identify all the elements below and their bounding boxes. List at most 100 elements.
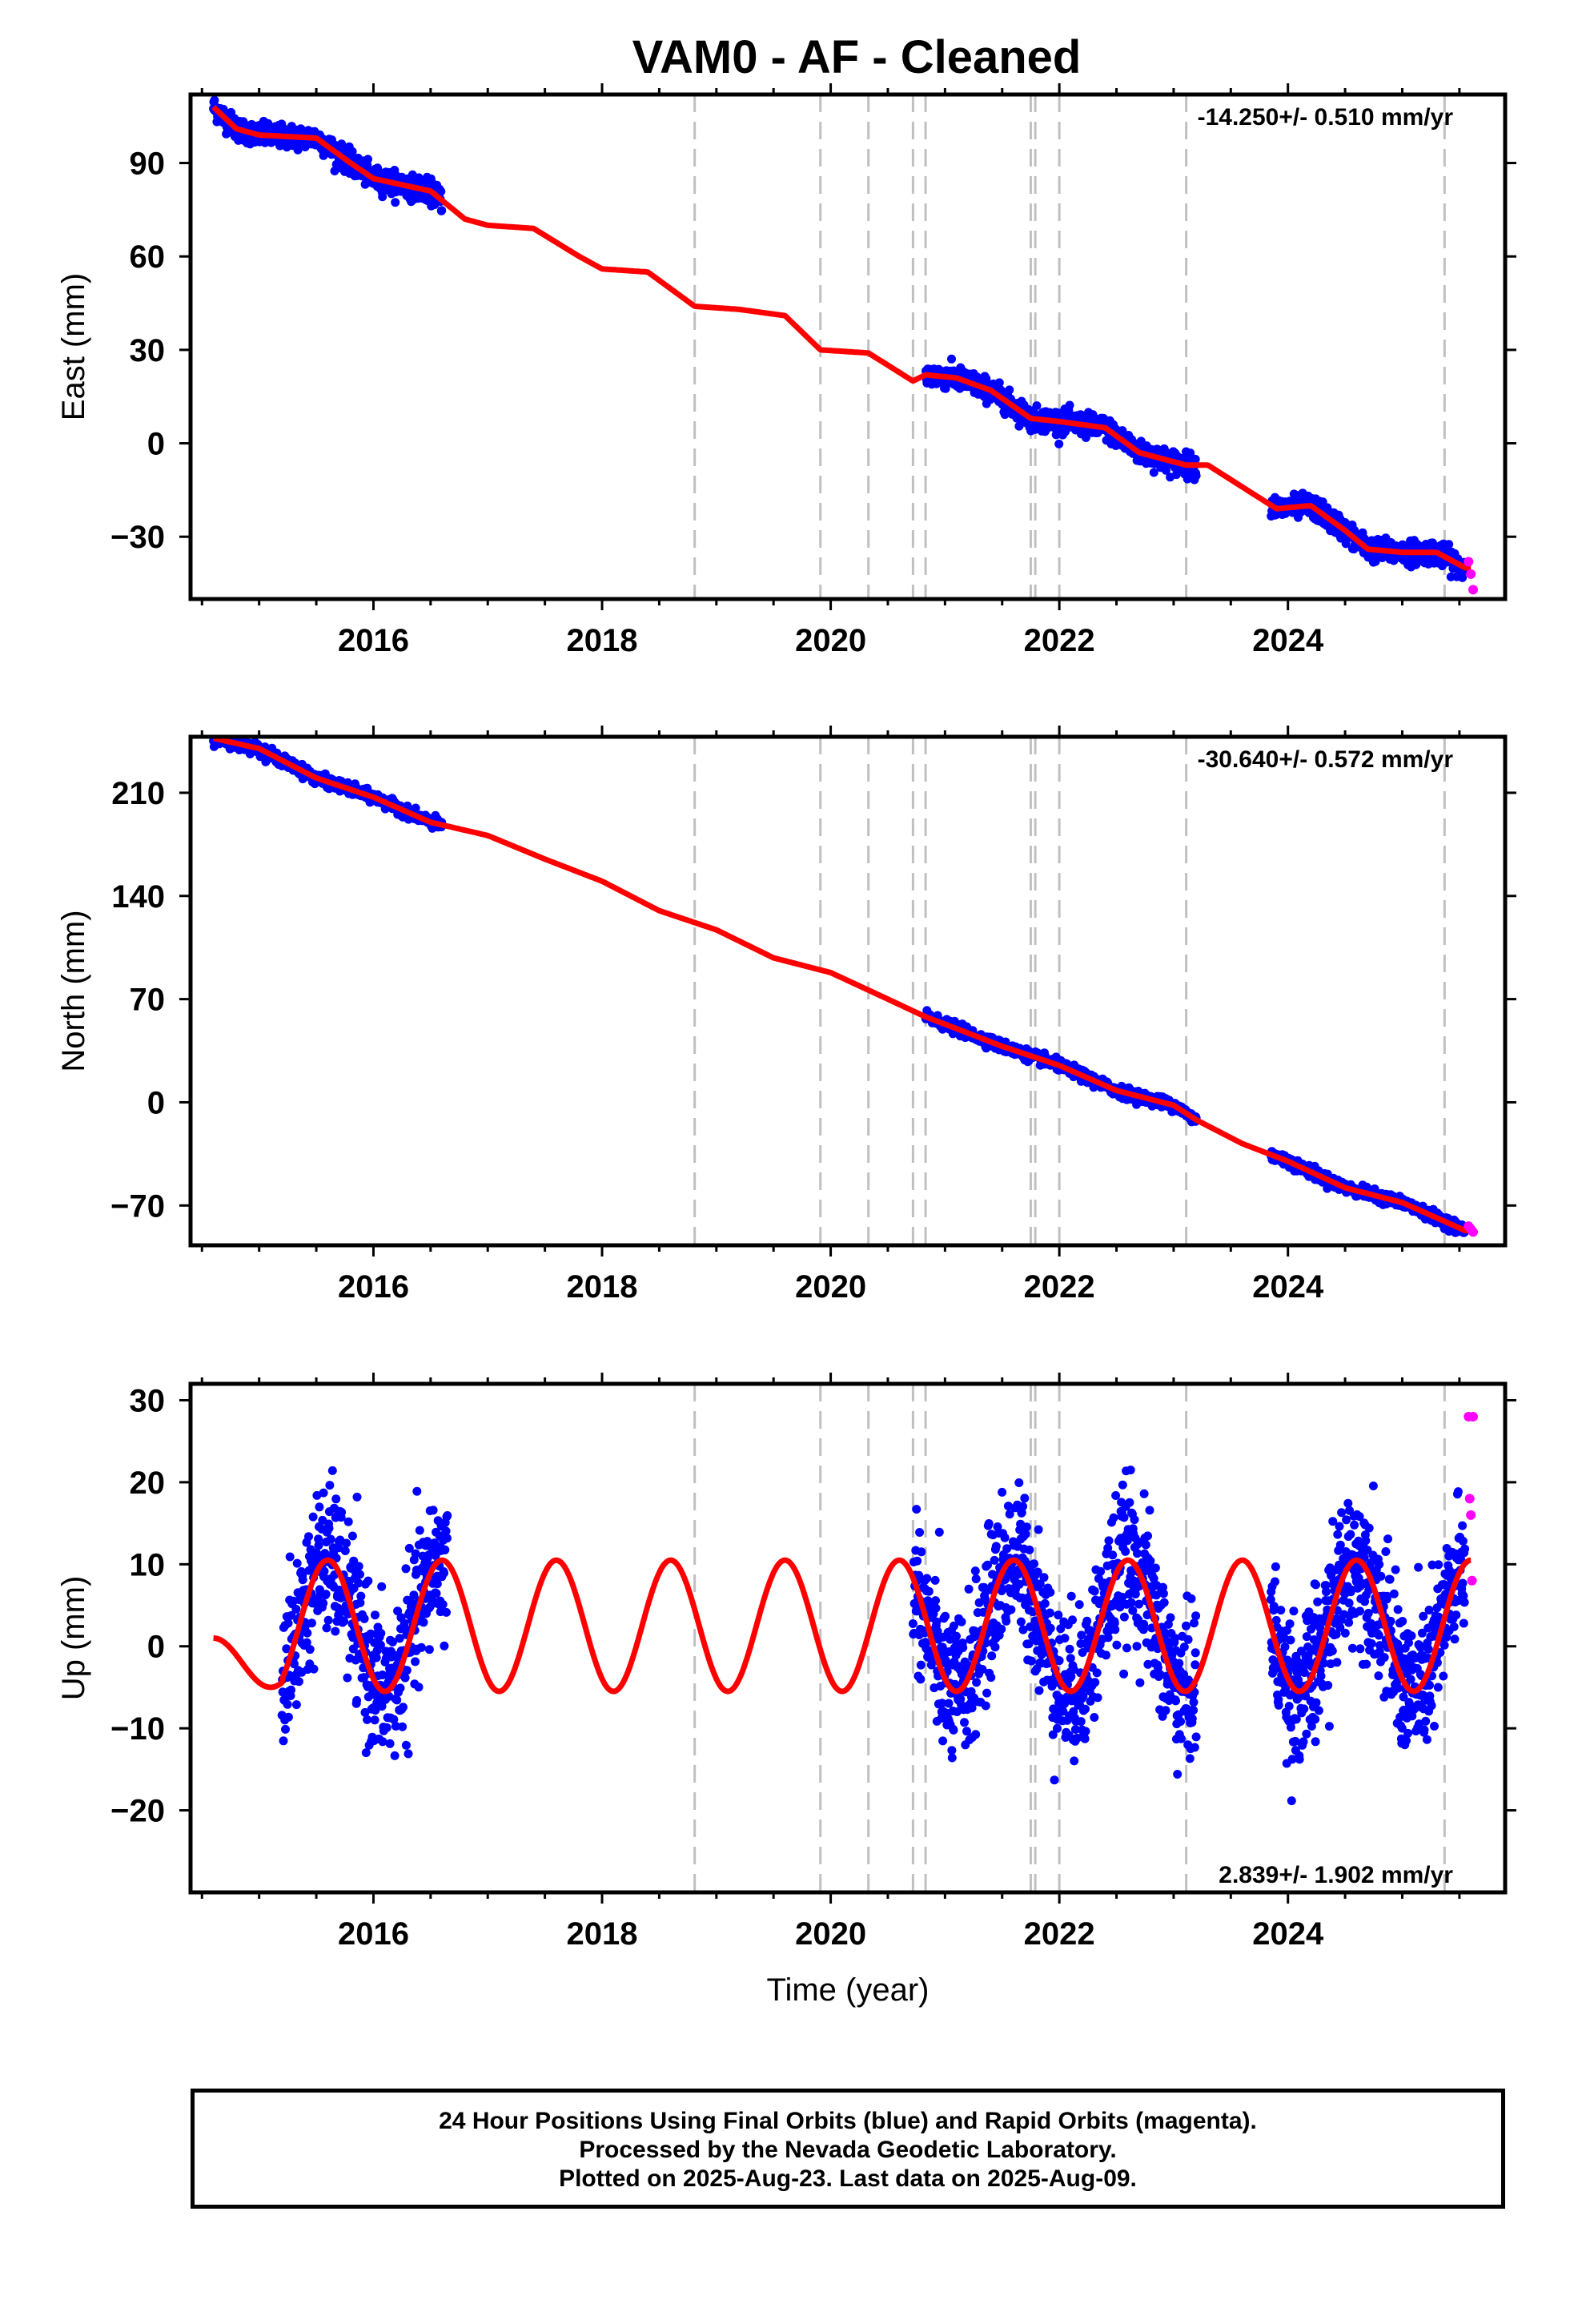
data-point	[363, 1576, 373, 1586]
data-point	[315, 1502, 324, 1512]
data-point	[340, 1546, 350, 1555]
data-point	[382, 1723, 391, 1732]
data-point	[1032, 401, 1042, 411]
y-axis-label: North (mm)	[56, 910, 91, 1072]
data-point	[952, 1631, 961, 1641]
data-point	[930, 1575, 940, 1585]
data-point	[438, 1600, 448, 1609]
data-point	[356, 1591, 366, 1601]
data-point	[398, 1722, 408, 1731]
rapid-point	[1468, 1227, 1479, 1237]
data-point	[1191, 455, 1200, 464]
velocity-label: -14.250+/- 0.510 mm/yr	[1198, 104, 1454, 131]
data-point	[1020, 1494, 1030, 1503]
data-point	[400, 1673, 410, 1683]
data-point	[912, 1505, 921, 1514]
data-point	[325, 1481, 335, 1490]
data-point	[385, 1739, 395, 1748]
data-point	[354, 1562, 363, 1571]
data-point	[419, 1618, 428, 1627]
data-point	[416, 1642, 426, 1652]
data-point	[941, 1611, 950, 1621]
data-point	[908, 1619, 917, 1628]
data-point	[1065, 400, 1074, 410]
x-tick-label: 2016	[338, 623, 409, 658]
data-point	[924, 1586, 934, 1596]
data-point	[981, 1701, 990, 1711]
data-point	[283, 1712, 293, 1722]
data-point	[304, 1532, 313, 1542]
data-point	[412, 1486, 422, 1496]
data-point	[984, 1519, 994, 1528]
data-point	[960, 1718, 969, 1727]
data-point	[399, 1703, 408, 1712]
data-point	[319, 1488, 328, 1498]
data-point	[917, 1547, 926, 1557]
x-tick-label: 2024	[1252, 1269, 1324, 1305]
data-point	[922, 1574, 932, 1583]
data-point	[949, 1725, 958, 1735]
data-point	[442, 1534, 452, 1543]
data-point	[294, 1677, 303, 1687]
data-point	[359, 1614, 369, 1623]
y-tick-label: 140	[111, 879, 165, 915]
data-point	[305, 1645, 315, 1655]
data-point	[440, 1568, 448, 1578]
chart-title: VAM0 - AF - Cleaned	[632, 31, 1082, 83]
data-point	[283, 1699, 292, 1709]
data-point	[396, 1683, 405, 1693]
data-point	[404, 1749, 413, 1759]
data-point	[432, 1589, 441, 1598]
data-point	[991, 1542, 1001, 1551]
data-point	[339, 1617, 349, 1626]
data-point	[337, 1507, 347, 1517]
data-point	[342, 1538, 351, 1548]
data-point	[363, 155, 372, 164]
data-point	[378, 192, 387, 202]
data-point	[938, 1736, 948, 1746]
data-point	[1022, 1522, 1031, 1532]
data-point	[1002, 1616, 1011, 1626]
data-point	[324, 1523, 334, 1533]
data-point	[998, 1487, 1007, 1497]
data-point	[957, 1617, 966, 1626]
final-orbit-points	[277, 1466, 1470, 1806]
data-point	[401, 1740, 411, 1750]
plot-frame	[188, 92, 1508, 601]
data-point	[319, 1598, 328, 1608]
data-point	[970, 1566, 980, 1576]
data-point	[958, 1643, 968, 1652]
data-point	[323, 1615, 333, 1625]
data-point	[352, 1695, 362, 1705]
data-point	[279, 1736, 288, 1746]
data-point	[314, 1541, 323, 1550]
data-point	[990, 1555, 999, 1565]
data-point	[931, 1603, 941, 1613]
data-point	[931, 1596, 940, 1606]
data-point	[986, 1673, 996, 1683]
data-point	[414, 1683, 424, 1692]
data-point	[370, 1715, 379, 1725]
y-tick-label: 30	[130, 333, 166, 368]
x-tick-label: 2024	[1252, 623, 1324, 658]
y-tick-label: 90	[130, 147, 166, 182]
data-point	[934, 1527, 944, 1537]
data-point	[343, 1673, 352, 1683]
data-point	[287, 1685, 295, 1695]
data-point	[915, 1528, 925, 1537]
data-point	[330, 167, 339, 175]
data-point	[972, 1678, 982, 1687]
data-point	[355, 1570, 364, 1579]
data-point	[440, 1545, 450, 1554]
y-tick-label: 70	[130, 983, 166, 1018]
x-tick-label: 2020	[795, 623, 866, 658]
data-point	[376, 1629, 386, 1638]
data-point	[307, 1618, 316, 1628]
data-point	[291, 1700, 301, 1710]
data-point	[1458, 573, 1468, 582]
data-point	[303, 1628, 312, 1638]
data-point	[1081, 433, 1090, 442]
